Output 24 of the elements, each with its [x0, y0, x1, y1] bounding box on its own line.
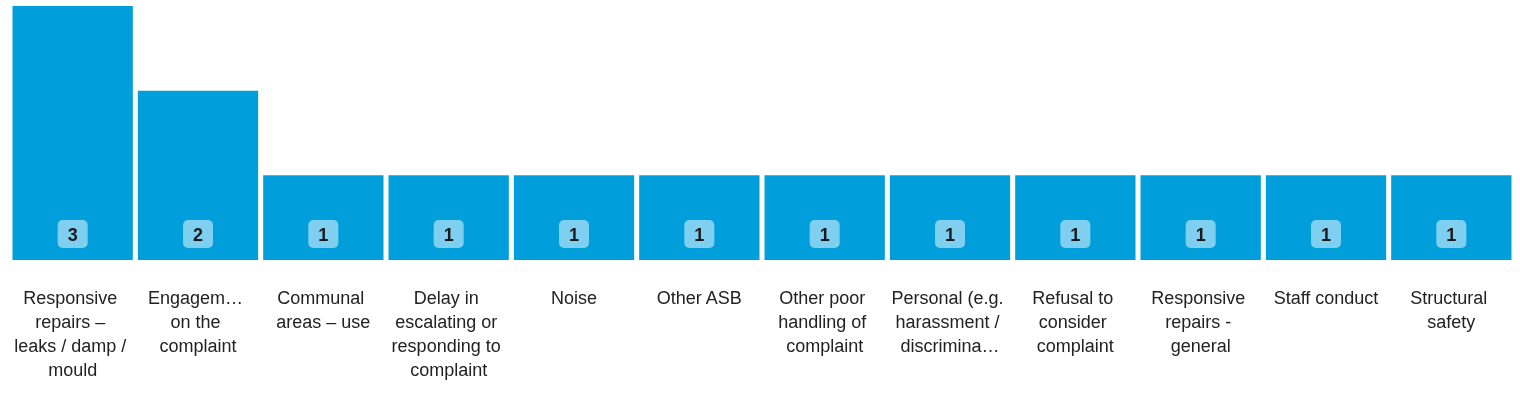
x-tick-label: Responsive repairs – leaks / damp / mould — [14, 288, 132, 380]
data-label: 1 — [1195, 225, 1206, 245]
data-label: 1 — [694, 225, 705, 245]
x-tick-label: Staff conduct — [1273, 288, 1379, 308]
x-tick-label: Structural safety — [1410, 288, 1493, 332]
data-label: 1 — [568, 225, 580, 245]
data-label: 1 — [318, 225, 329, 245]
data-label: 1 — [1320, 225, 1332, 245]
data-label: 1 — [944, 225, 956, 245]
x-tick-label: Other poor handling of complaint — [778, 288, 872, 356]
x-tick-label: Engagem… on the complaint — [147, 288, 249, 356]
data-label: 3 — [67, 225, 78, 245]
data-label: 1 — [1446, 225, 1457, 245]
data-label: 1 — [819, 225, 830, 245]
x-tick-label: Other ASB — [656, 288, 742, 308]
x-tick-label: Communal areas – use — [276, 288, 371, 332]
x-tick-label: Personal (e.g. harassment / discrimina… — [891, 288, 1009, 356]
data-label: 1 — [443, 225, 454, 245]
x-tick-label: Responsive repairs - general — [1151, 288, 1251, 356]
x-tick-label: Delay in escalating or responding to complaint — [391, 288, 506, 380]
data-label: 2 — [192, 225, 204, 245]
data-label: 1 — [1070, 225, 1081, 245]
x-tick-label: Noise — [550, 288, 598, 308]
x-tick-label: Refusal to consider complaint — [1032, 288, 1119, 356]
